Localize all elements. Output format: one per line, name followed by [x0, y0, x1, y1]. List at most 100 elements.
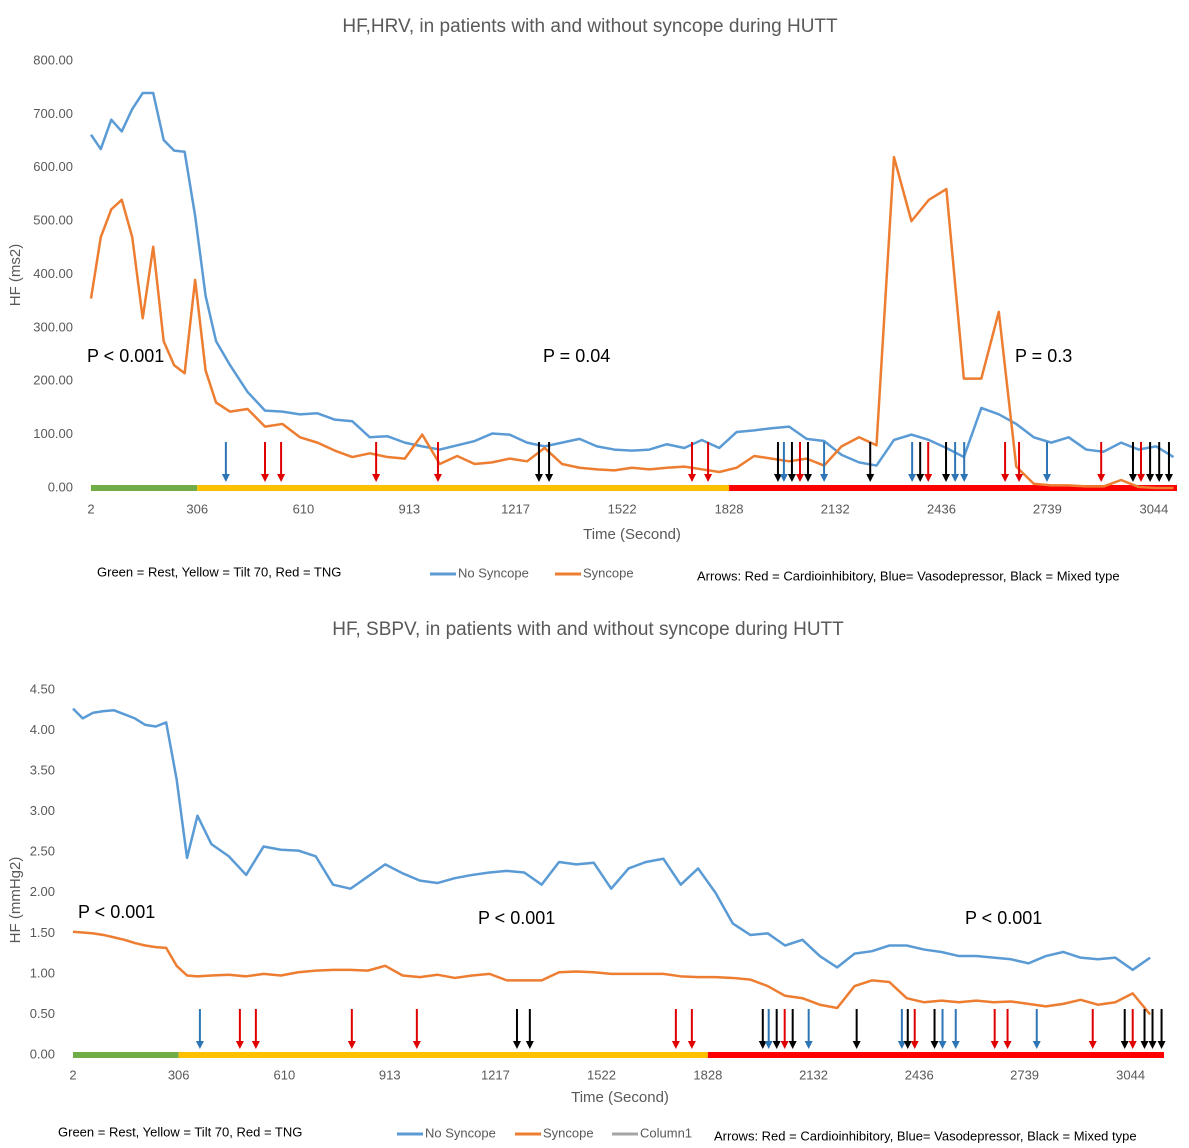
- arrow: [852, 1009, 861, 1049]
- arrow: [525, 1009, 534, 1049]
- y-tick-label: 0.50: [30, 1006, 55, 1021]
- arrow-head: [1137, 474, 1146, 482]
- arrow: [924, 442, 933, 482]
- arrow: [820, 442, 829, 482]
- x-tick-label: 306: [168, 1067, 190, 1082]
- arrow: [773, 442, 782, 482]
- y-tick-label: 800.00: [33, 52, 73, 67]
- arrow: [347, 1009, 356, 1049]
- arrow: [687, 1009, 696, 1049]
- arrow: [688, 442, 697, 482]
- arrow: [1032, 1009, 1041, 1049]
- y-tick-label: 1.00: [30, 965, 55, 980]
- arrow: [951, 1009, 960, 1049]
- arrow-head: [764, 1041, 773, 1049]
- p-value-annotation: P < 0.001: [87, 346, 164, 366]
- arrow: [990, 1009, 999, 1049]
- arrow-head: [942, 474, 951, 482]
- arrow-head: [687, 1041, 696, 1049]
- y-tick-label: 500.00: [33, 213, 73, 228]
- arrow-head: [903, 1041, 912, 1049]
- arrow-head: [780, 1041, 789, 1049]
- arrow-head: [277, 474, 286, 482]
- arrow-head: [1164, 474, 1173, 482]
- arrow: [372, 442, 381, 482]
- arrow-head: [251, 1041, 260, 1049]
- arrow: [1155, 442, 1164, 482]
- arrow-head: [1157, 1041, 1166, 1049]
- arrow: [235, 1009, 244, 1049]
- y-axis-label: HF (ms2): [7, 244, 24, 307]
- arrow: [1157, 1009, 1166, 1049]
- arrow-head: [773, 474, 782, 482]
- arrow-head: [1146, 474, 1155, 482]
- arrow-head: [1088, 1041, 1097, 1049]
- arrow-head: [788, 1041, 797, 1049]
- y-tick-label: 200.00: [33, 373, 73, 388]
- arrow: [1128, 442, 1137, 482]
- arrow: [1140, 1009, 1149, 1049]
- y-tick-label: 4.00: [30, 722, 55, 737]
- arrow-head: [704, 474, 713, 482]
- arrow: [930, 1009, 939, 1049]
- y-tick-label: 4.50: [30, 681, 55, 696]
- chart-title: HF, SBPV, in patients with and without s…: [332, 619, 844, 640]
- arrow-head: [1155, 474, 1164, 482]
- arrow-head: [938, 1041, 947, 1049]
- arrow-head: [804, 1041, 813, 1049]
- arrow-head: [512, 1041, 521, 1049]
- x-tick-label: 913: [398, 501, 420, 516]
- arrow-head: [1120, 1041, 1129, 1049]
- x-tick-label: 610: [274, 1067, 296, 1082]
- arrow: [916, 442, 925, 482]
- legend-label: Column1: [640, 1125, 692, 1140]
- arrow: [1088, 1009, 1097, 1049]
- series-line: [89, 155, 1174, 490]
- arrow-head: [221, 474, 230, 482]
- arrow-head: [1128, 474, 1137, 482]
- arrow-head: [534, 474, 543, 482]
- arrow: [261, 442, 270, 482]
- arrow: [251, 1009, 260, 1049]
- x-tick-label: 2436: [927, 501, 956, 516]
- arrow: [787, 442, 796, 482]
- arrow-head: [820, 474, 829, 482]
- arrow-head: [758, 1041, 767, 1049]
- x-axis-label: Time (Second): [583, 526, 681, 543]
- x-tick-label: 610: [293, 501, 315, 516]
- y-tick-label: 1.50: [30, 925, 55, 940]
- arrow-head: [195, 1041, 204, 1049]
- y-tick-label: 700.00: [33, 106, 73, 121]
- phase-note: Green = Rest, Yellow = Tilt 70, Red = TN…: [97, 564, 341, 579]
- arrow: [779, 442, 788, 482]
- arrow: [788, 1009, 797, 1049]
- legend-label: No Syncope: [425, 1125, 496, 1140]
- arrow-head: [795, 474, 804, 482]
- arrow-head: [1148, 1041, 1157, 1049]
- arrow: [960, 442, 969, 482]
- arrow-head: [1140, 1041, 1149, 1049]
- arrow-head: [1032, 1041, 1041, 1049]
- arrow-head: [1097, 474, 1106, 482]
- x-tick-label: 1217: [501, 501, 530, 516]
- x-tick-label: 2132: [799, 1067, 828, 1082]
- y-axis-label: HF (mmHg2): [7, 857, 24, 944]
- arrow: [897, 1009, 906, 1049]
- phase-note: Green = Rest, Yellow = Tilt 70, Red = TN…: [58, 1124, 302, 1139]
- arrow-note: Arrows: Red = Cardioinhibitory, Blue= Va…: [714, 1128, 1137, 1143]
- legend-label: No Syncope: [458, 565, 529, 580]
- y-tick-label: 3.50: [30, 763, 55, 778]
- arrow-note: Arrows: Red = Cardioinhibitory, Blue= Va…: [697, 568, 1120, 583]
- arrow-head: [235, 1041, 244, 1049]
- x-tick-label: 2132: [821, 501, 850, 516]
- arrow-head: [924, 474, 933, 482]
- arrow-head: [804, 474, 813, 482]
- y-tick-label: 0.00: [48, 479, 73, 494]
- arrow: [1015, 442, 1024, 482]
- arrow: [942, 442, 951, 482]
- p-value-annotation: P = 0.04: [543, 346, 610, 366]
- x-axis-label: Time (Second): [571, 1089, 669, 1106]
- arrow-head: [897, 1041, 906, 1049]
- arrow-head: [908, 474, 917, 482]
- arrow-head: [1003, 1041, 1012, 1049]
